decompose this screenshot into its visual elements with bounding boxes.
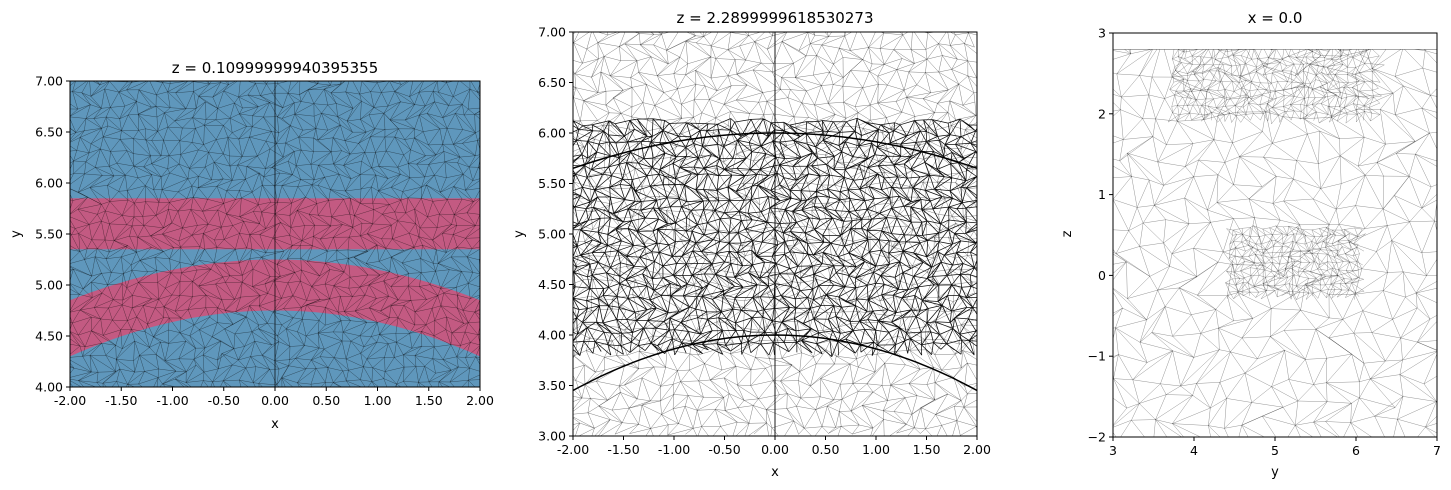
mesh-edges bbox=[1225, 225, 1366, 300]
panel-2-y-ticks: 3.00 3.50 4.00 4.50 5.00 5.50 6.00 6.50 7.00 bbox=[538, 25, 573, 444]
x-tick-label: 2.00 bbox=[466, 393, 494, 408]
x-tick-label: 0.00 bbox=[261, 393, 289, 408]
panel-2-y-label: y bbox=[512, 230, 527, 238]
y-tick-label: 6.50 bbox=[538, 75, 566, 90]
panel-1-y-label: y bbox=[9, 230, 24, 238]
y-tick-label: 4.50 bbox=[538, 277, 566, 292]
x-tick-label: 0.00 bbox=[761, 442, 789, 457]
y-tick-label: 5.50 bbox=[35, 227, 63, 242]
x-tick-label: 2.00 bbox=[963, 442, 991, 457]
panel-3-x-label: y bbox=[1271, 465, 1279, 480]
y-tick-label: 0 bbox=[1098, 268, 1106, 283]
panel-3-plot-area bbox=[1113, 33, 1437, 437]
x-tick-label: -1.00 bbox=[156, 393, 188, 408]
x-tick-label: 1.50 bbox=[913, 442, 941, 457]
panel-1: z = 0.10999999940395355 -2.00 -1.50 -1.00-… bbox=[9, 59, 494, 432]
y-tick-label: 4.00 bbox=[35, 380, 63, 395]
panel-3-y-ticks: −2 −1 0 1 2 3 bbox=[1088, 26, 1113, 445]
x-tick-label: 0.50 bbox=[312, 393, 340, 408]
x-tick-label: 6 bbox=[1352, 443, 1360, 458]
y-tick-label: −2 bbox=[1088, 430, 1106, 445]
x-tick-label: 1.00 bbox=[862, 442, 890, 457]
x-tick-label: 1.50 bbox=[415, 393, 443, 408]
plot-background bbox=[1113, 33, 1437, 437]
panel-1-plot-area bbox=[70, 81, 480, 387]
panel-3-x-ticks: 3 4 5 6 7 bbox=[1109, 437, 1441, 458]
panel-1-title: z = 0.10999999940395355 bbox=[172, 59, 379, 77]
panel-3-title: x = 0.0 bbox=[1248, 9, 1303, 27]
y-tick-label: 5.50 bbox=[538, 176, 566, 191]
panel-2-title: z = 2.2899999618530273 bbox=[677, 9, 874, 27]
panel-2-x-ticks: -2.00 -1.50 -1.00 -0.50 0.00 0.50 1.00 1.50 2.00 bbox=[557, 436, 991, 457]
panel-3: x = 0.0 3 4 5 6 7 −2 −1 0 1 2 3 y z bbox=[1060, 9, 1441, 480]
x-tick-label: -2.00 bbox=[557, 442, 589, 457]
y-tick-label: 6.50 bbox=[35, 125, 63, 140]
panel-2-x-label: x bbox=[771, 465, 779, 480]
panel-1-x-label: x bbox=[271, 417, 279, 432]
x-tick-label: 0.50 bbox=[812, 442, 840, 457]
y-tick-label: 3.50 bbox=[538, 378, 566, 393]
y-tick-label: 3.00 bbox=[538, 429, 566, 444]
y-tick-label: 5.00 bbox=[538, 227, 566, 242]
y-tick-label: 3 bbox=[1098, 26, 1106, 41]
y-tick-label: 4.00 bbox=[538, 328, 566, 343]
panel-3-y-label: z bbox=[1060, 230, 1075, 237]
y-tick-label: 1 bbox=[1098, 187, 1106, 202]
x-tick-label: -1.50 bbox=[105, 393, 137, 408]
x-tick-label: -1.50 bbox=[607, 442, 639, 457]
y-tick-label: 5.00 bbox=[35, 278, 63, 293]
x-tick-label: 5 bbox=[1271, 443, 1279, 458]
y-tick-label: 4.50 bbox=[35, 329, 63, 344]
y-tick-label: 6.00 bbox=[538, 126, 566, 141]
mesh-edges bbox=[1113, 33, 1437, 437]
x-tick-label: -0.50 bbox=[208, 393, 240, 408]
mesh-edges bbox=[573, 117, 977, 357]
empty-region bbox=[1113, 33, 1437, 50]
x-tick-label: 1.00 bbox=[364, 393, 392, 408]
x-tick-label: -0.50 bbox=[708, 442, 740, 457]
y-tick-label: 6.00 bbox=[35, 176, 63, 191]
x-tick-label: 4 bbox=[1190, 443, 1198, 458]
x-tick-label: 3 bbox=[1109, 443, 1117, 458]
y-tick-label: −1 bbox=[1088, 349, 1106, 364]
y-tick-label: 2 bbox=[1098, 106, 1106, 121]
x-tick-label: 7 bbox=[1433, 443, 1441, 458]
y-tick-label: 7.00 bbox=[538, 25, 566, 40]
panel-1-x-ticks: -2.00 -1.50 -1.00 -0.50 0.00 0.50 1.00 1.50 2.00 bbox=[54, 387, 494, 408]
x-tick-label: -2.00 bbox=[54, 393, 86, 408]
panel-1-y-ticks: 4.00 4.50 5.00 5.50 6.00 6.50 7.00 bbox=[35, 74, 70, 395]
panel-2-plot-area bbox=[573, 32, 977, 436]
x-tick-label: -1.00 bbox=[658, 442, 690, 457]
mesh-edges bbox=[573, 32, 977, 436]
panel-2: z = 2.2899999618530273 -2.00 -1.50 -1.00 -0… bbox=[512, 9, 991, 480]
y-tick-label: 7.00 bbox=[35, 74, 63, 89]
